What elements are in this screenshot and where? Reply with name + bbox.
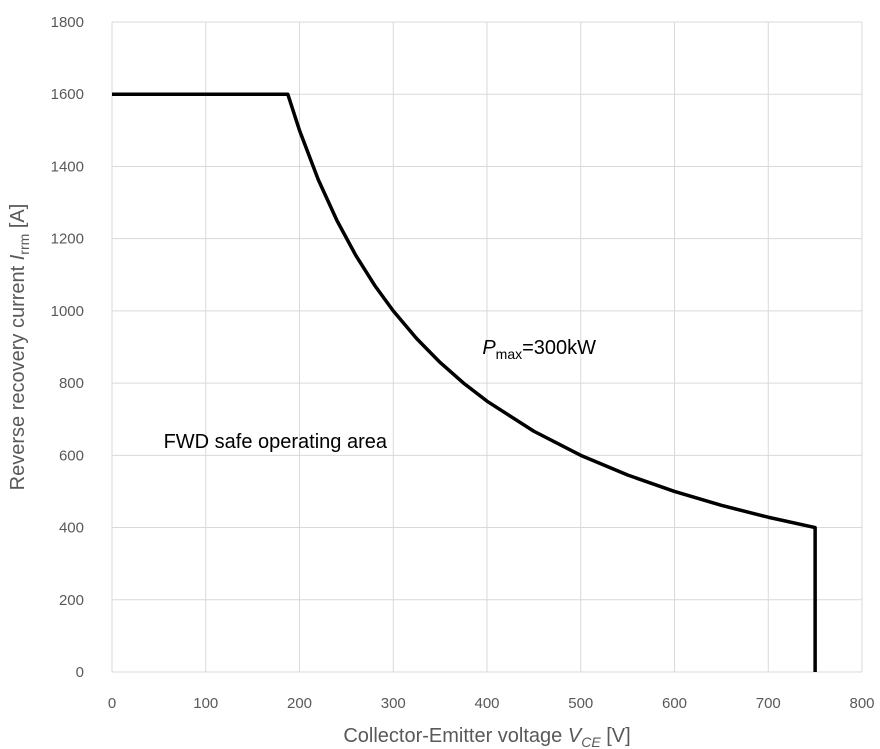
y-axis-title-subscript: rrm bbox=[16, 234, 32, 255]
y-tick-label: 1000 bbox=[51, 303, 84, 320]
x-tick-label: 500 bbox=[568, 695, 593, 712]
y-tick-label: 1600 bbox=[51, 86, 84, 103]
y-axis-title-symbol: I bbox=[7, 254, 29, 260]
annotation-text: =300kW bbox=[522, 337, 596, 359]
y-tick-label: 600 bbox=[59, 447, 84, 464]
chart-annotation: FWD safe operating area bbox=[164, 431, 388, 453]
tick-labels: 0 100 200 300 400 500 600 700 800 0 200 400 600 800 10… bbox=[51, 14, 875, 712]
chart-annotation: Pmax=300kW bbox=[482, 337, 596, 362]
y-axis-title-prefix: Reverse recovery current bbox=[7, 260, 29, 490]
x-tick-label: 200 bbox=[287, 695, 312, 712]
x-tick-label: 700 bbox=[756, 695, 781, 712]
x-tick-label: 400 bbox=[474, 695, 499, 712]
series-line bbox=[112, 92, 817, 672]
grid bbox=[111, 21, 863, 673]
x-axis-title-subscript: CE bbox=[581, 734, 601, 749]
x-axis-title: Collector-Emitter voltage VCE [V] bbox=[343, 725, 630, 749]
x-axis-title-unit: [V] bbox=[601, 725, 631, 747]
x-tick-label: 800 bbox=[849, 695, 874, 712]
annotations: Pmax=300kW FWD safe operating area bbox=[164, 337, 597, 453]
x-tick-label: 600 bbox=[662, 695, 687, 712]
x-tick-label: 0 bbox=[108, 695, 116, 712]
y-tick-label: 0 bbox=[76, 664, 84, 681]
annotation-subscript: max bbox=[496, 346, 522, 362]
y-axis-title-unit: [A] bbox=[7, 204, 29, 234]
y-tick-label: 1400 bbox=[51, 158, 84, 175]
y-axis-title: Reverse recovery current Irrm [A] bbox=[7, 204, 32, 491]
y-tick-label: 1800 bbox=[51, 14, 84, 31]
x-tick-label: 300 bbox=[381, 695, 406, 712]
x-axis-title-symbol: V bbox=[568, 725, 583, 747]
x-tick-label: 100 bbox=[193, 695, 218, 712]
y-tick-label: 400 bbox=[59, 520, 84, 537]
y-tick-label: 200 bbox=[59, 592, 84, 609]
annotation-symbol: P bbox=[482, 337, 496, 359]
x-axis-title-prefix: Collector-Emitter voltage bbox=[343, 725, 568, 747]
y-tick-label: 1200 bbox=[51, 231, 84, 248]
y-tick-label: 800 bbox=[59, 375, 84, 392]
